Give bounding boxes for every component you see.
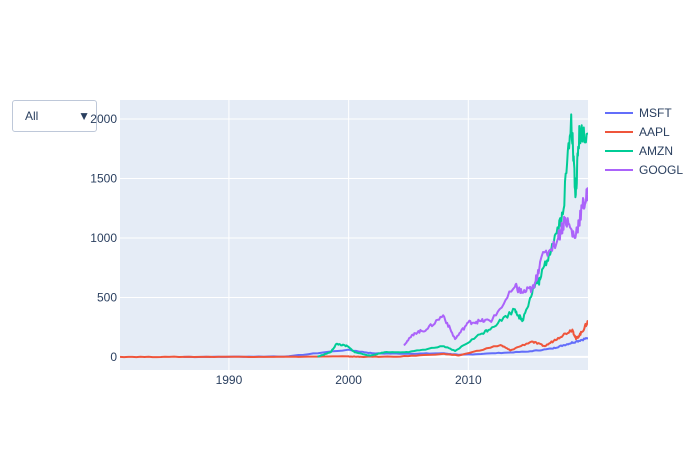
legend-item-amzn[interactable]: AMZN [605,144,673,158]
legend-label: AAPL [639,125,670,139]
x-tick-label: 2000 [335,373,362,387]
legend-item-msft[interactable]: MSFT [605,106,672,120]
legend-label: MSFT [639,106,672,120]
legend[interactable]: MSFT AAPL AMZN GOOGL [605,106,683,177]
x-tick-label: 1990 [216,373,243,387]
x-axis: 1990 2000 2010 [216,373,482,387]
y-tick-label: 1000 [90,231,117,245]
range-dropdown[interactable]: All ▼ [12,100,97,132]
series-line-amzn [317,113,588,358]
y-tick-label: 1500 [90,172,117,186]
legend-label: GOOGL [639,163,683,177]
x-tick-label: 2010 [455,373,482,387]
series-line-googl [403,187,588,346]
series-lines [120,113,588,359]
y-tick-label: 500 [97,290,117,304]
series-line-aapl [120,320,588,359]
legend-item-googl[interactable]: GOOGL [605,163,683,177]
y-tick-label: 2000 [90,112,117,126]
plot-area [120,100,588,370]
legend-label: AMZN [639,144,673,158]
y-axis: 0 500 1000 1500 2000 [90,112,117,364]
dropdown-selected-label: All [25,109,39,123]
legend-item-aapl[interactable]: AAPL [605,125,670,139]
y-tick-label: 0 [110,350,117,364]
chevron-down-icon: ▼ [78,109,90,123]
